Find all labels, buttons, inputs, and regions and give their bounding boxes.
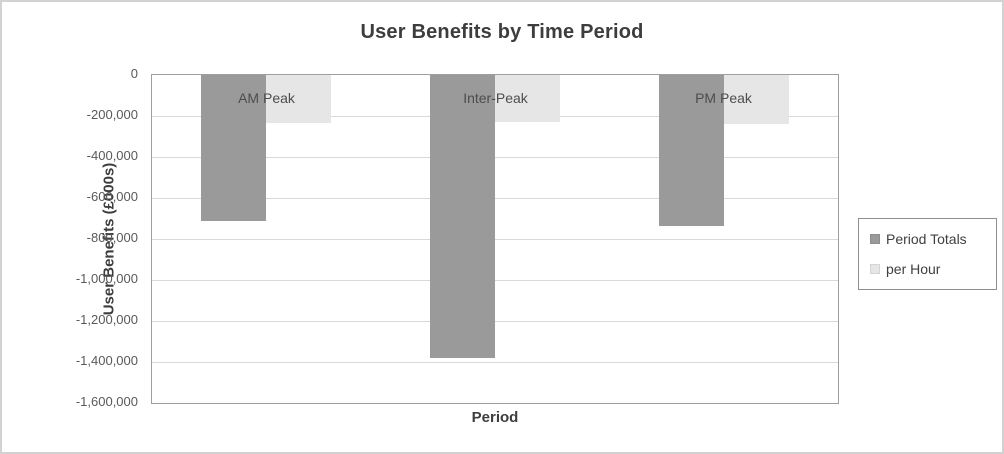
gridline [152, 362, 838, 363]
legend-item-period-totals[interactable]: Period Totals [870, 231, 996, 247]
bar-per-hour-pm-peak[interactable] [724, 75, 789, 124]
y-tick-label: -200,000 [86, 107, 138, 122]
y-tick-label: -1,400,000 [75, 353, 138, 368]
plot-area[interactable]: AM Peak Inter-Peak PM Peak [151, 74, 839, 404]
y-tick-label: -600,000 [86, 189, 138, 204]
x-axis-title: Period [471, 409, 519, 426]
legend-marker-icon [870, 234, 880, 244]
y-tick-label: -800,000 [86, 230, 138, 245]
bar-per-hour-am-peak[interactable] [266, 75, 331, 123]
y-tick-label: -1,200,000 [75, 312, 138, 327]
category-label-am-peak: AM Peak [238, 90, 295, 106]
gridline [152, 157, 838, 158]
bar-period-totals-inter-peak[interactable] [430, 75, 495, 358]
category-label-pm-peak: PM Peak [695, 90, 752, 106]
y-tick-label: 0 [130, 66, 138, 81]
chart-title: User Benefits by Time Period [360, 21, 644, 43]
category-label-inter-peak: Inter-Peak [463, 90, 528, 106]
bar-per-hour-inter-peak[interactable] [495, 75, 560, 122]
y-tick-label: -400,000 [86, 148, 138, 163]
gridline [152, 198, 838, 199]
y-tick-label: -1,000,000 [75, 271, 138, 286]
legend[interactable]: Period Totals per Hour [858, 218, 997, 290]
legend-item-per-hour[interactable]: per Hour [870, 261, 996, 277]
bar-period-totals-am-peak[interactable] [201, 75, 266, 221]
y-tick-label: -1,600,000 [75, 394, 138, 409]
gridline [152, 280, 838, 281]
gridline [152, 321, 838, 322]
bar-period-totals-pm-peak[interactable] [659, 75, 724, 226]
legend-label: per Hour [886, 261, 941, 277]
legend-marker-icon [870, 264, 880, 274]
legend-label: Period Totals [886, 231, 967, 247]
gridline [152, 239, 838, 240]
